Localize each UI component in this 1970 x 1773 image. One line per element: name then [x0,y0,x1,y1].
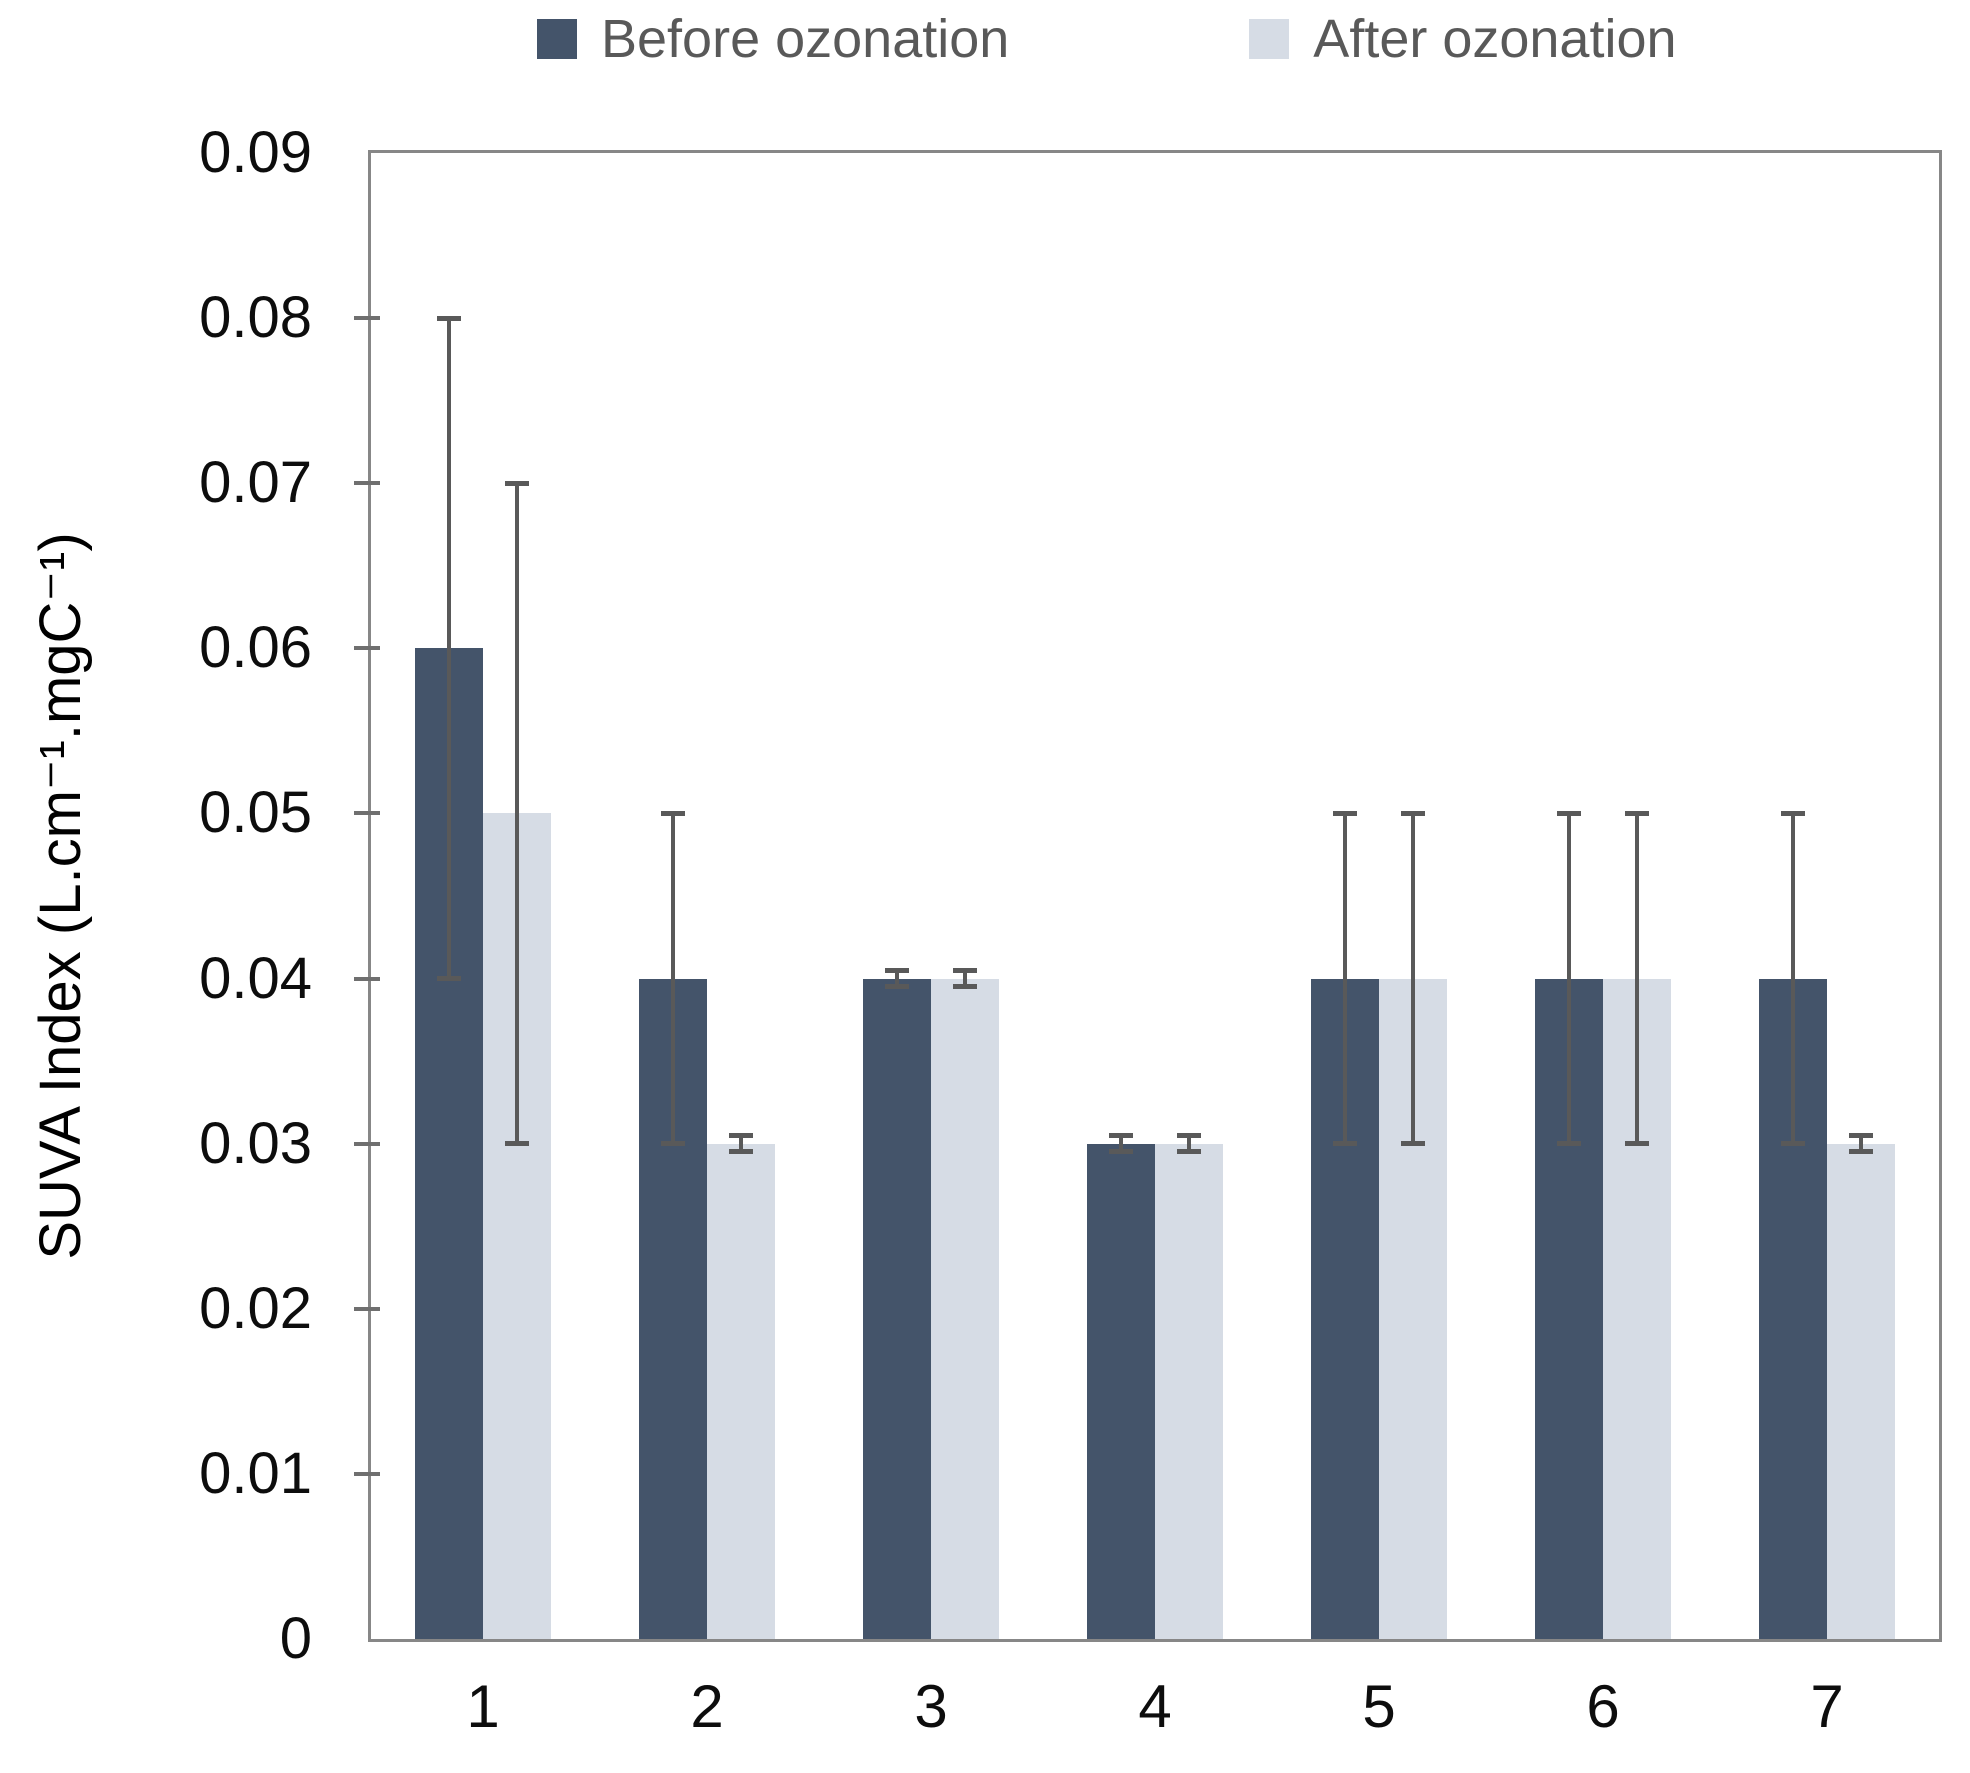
y-tick-label: 0.03 [199,1110,312,1176]
error-bar-whisker-before-1 [447,318,451,979]
error-bar-whisker-after-1 [515,483,519,1144]
y-tick-mark [354,1306,380,1311]
y-tick-label: 0.01 [199,1440,312,1506]
y-tick-label: 0.08 [199,285,312,351]
legend-swatch-before-icon [537,19,577,59]
x-tick-label: 4 [1138,1673,1172,1740]
error-bar-cap-bottom-after-5 [1401,1140,1425,1146]
error-bar-cap-bottom-before-5 [1333,1140,1357,1146]
bar-after-7 [1827,1143,1895,1639]
legend-label-after: After ozonation [1313,9,1677,69]
error-bar-whisker-after-6 [1635,813,1639,1144]
y-tick-label: 0.06 [199,615,312,681]
y-tick-label: 0.05 [199,780,312,846]
error-bar-cap-top-before-1 [437,316,461,322]
legend-label-before: Before ozonation [601,9,1010,69]
error-bar-cap-bottom-before-2 [661,1140,685,1146]
x-tick-label: 5 [1362,1673,1396,1740]
error-bar-whisker-before-3 [895,970,899,987]
error-bar-cap-top-before-6 [1557,811,1581,817]
bar-after-2 [707,1143,775,1639]
error-bar-cap-top-before-7 [1781,811,1805,817]
y-tick-mark [354,481,380,486]
y-tick-label: 0.02 [199,1275,312,1341]
bar-before-4 [1087,1143,1155,1639]
error-bar-whisker-before-4 [1119,1135,1123,1152]
error-bar-cap-bottom-before-3 [885,983,909,989]
plot-area [368,150,1942,1642]
legend-swatch-after-icon [1249,19,1290,59]
y-tick-mark [354,646,380,651]
y-tick-mark [354,811,380,816]
error-bar-cap-top-after-6 [1625,811,1649,817]
x-tick-label: 1 [466,1673,500,1740]
x-tick-label: 6 [1586,1673,1620,1740]
error-bar-whisker-before-6 [1567,813,1571,1144]
error-bar-cap-bottom-after-2 [729,1148,753,1154]
chart-legend: Before ozonation After ozonation [537,8,1677,70]
error-bar-cap-bottom-after-3 [953,983,977,989]
error-bar-whisker-after-3 [963,970,967,987]
legend-item-before-ozonation: Before ozonation [537,8,1009,70]
y-tick-mark [354,1471,380,1476]
error-bar-cap-top-after-5 [1401,811,1425,817]
error-bar-cap-bottom-after-1 [505,1140,529,1146]
error-bar-cap-bottom-before-1 [437,975,461,981]
error-bar-cap-top-before-2 [661,811,685,817]
y-tick-label: 0 [279,1606,312,1671]
y-tick-mark [354,1141,380,1146]
error-bar-cap-bottom-before-7 [1781,1140,1805,1146]
y-tick-mark [354,976,380,981]
bar-before-3 [863,978,931,1639]
error-bar-cap-bottom-after-7 [1849,1148,1873,1154]
x-tick-label: 7 [1810,1673,1844,1740]
y-tick-mark [354,316,380,321]
error-bar-cap-top-before-4 [1109,1133,1133,1139]
error-bar-whisker-after-2 [739,1135,743,1152]
y-tick-label: 0.07 [199,450,312,516]
error-bar-whisker-before-7 [1791,813,1795,1144]
error-bar-cap-top-before-3 [885,968,909,974]
bar-after-3 [931,978,999,1639]
error-bar-cap-bottom-before-4 [1109,1148,1133,1154]
x-tick-label: 3 [914,1673,948,1740]
error-bar-whisker-after-5 [1411,813,1415,1144]
x-tick-label: 2 [690,1673,724,1740]
y-tick-label: 0.09 [199,120,312,185]
error-bar-cap-bottom-after-4 [1177,1148,1201,1154]
error-bar-cap-bottom-before-6 [1557,1140,1581,1146]
bar-after-4 [1155,1143,1223,1639]
error-bar-whisker-after-4 [1187,1135,1191,1152]
error-bar-cap-top-before-5 [1333,811,1357,817]
error-bar-cap-top-after-1 [505,481,529,487]
y-tick-label: 0.04 [199,945,312,1011]
error-bar-cap-top-after-4 [1177,1133,1201,1139]
error-bar-whisker-before-5 [1343,813,1347,1144]
error-bar-cap-top-after-3 [953,968,977,974]
error-bar-cap-bottom-after-6 [1625,1140,1649,1146]
error-bar-whisker-before-2 [671,813,675,1144]
legend-item-after-ozonation: After ozonation [1249,8,1677,70]
error-bar-cap-top-after-2 [729,1133,753,1139]
error-bar-whisker-after-7 [1859,1135,1863,1152]
error-bar-cap-top-after-7 [1849,1133,1873,1139]
